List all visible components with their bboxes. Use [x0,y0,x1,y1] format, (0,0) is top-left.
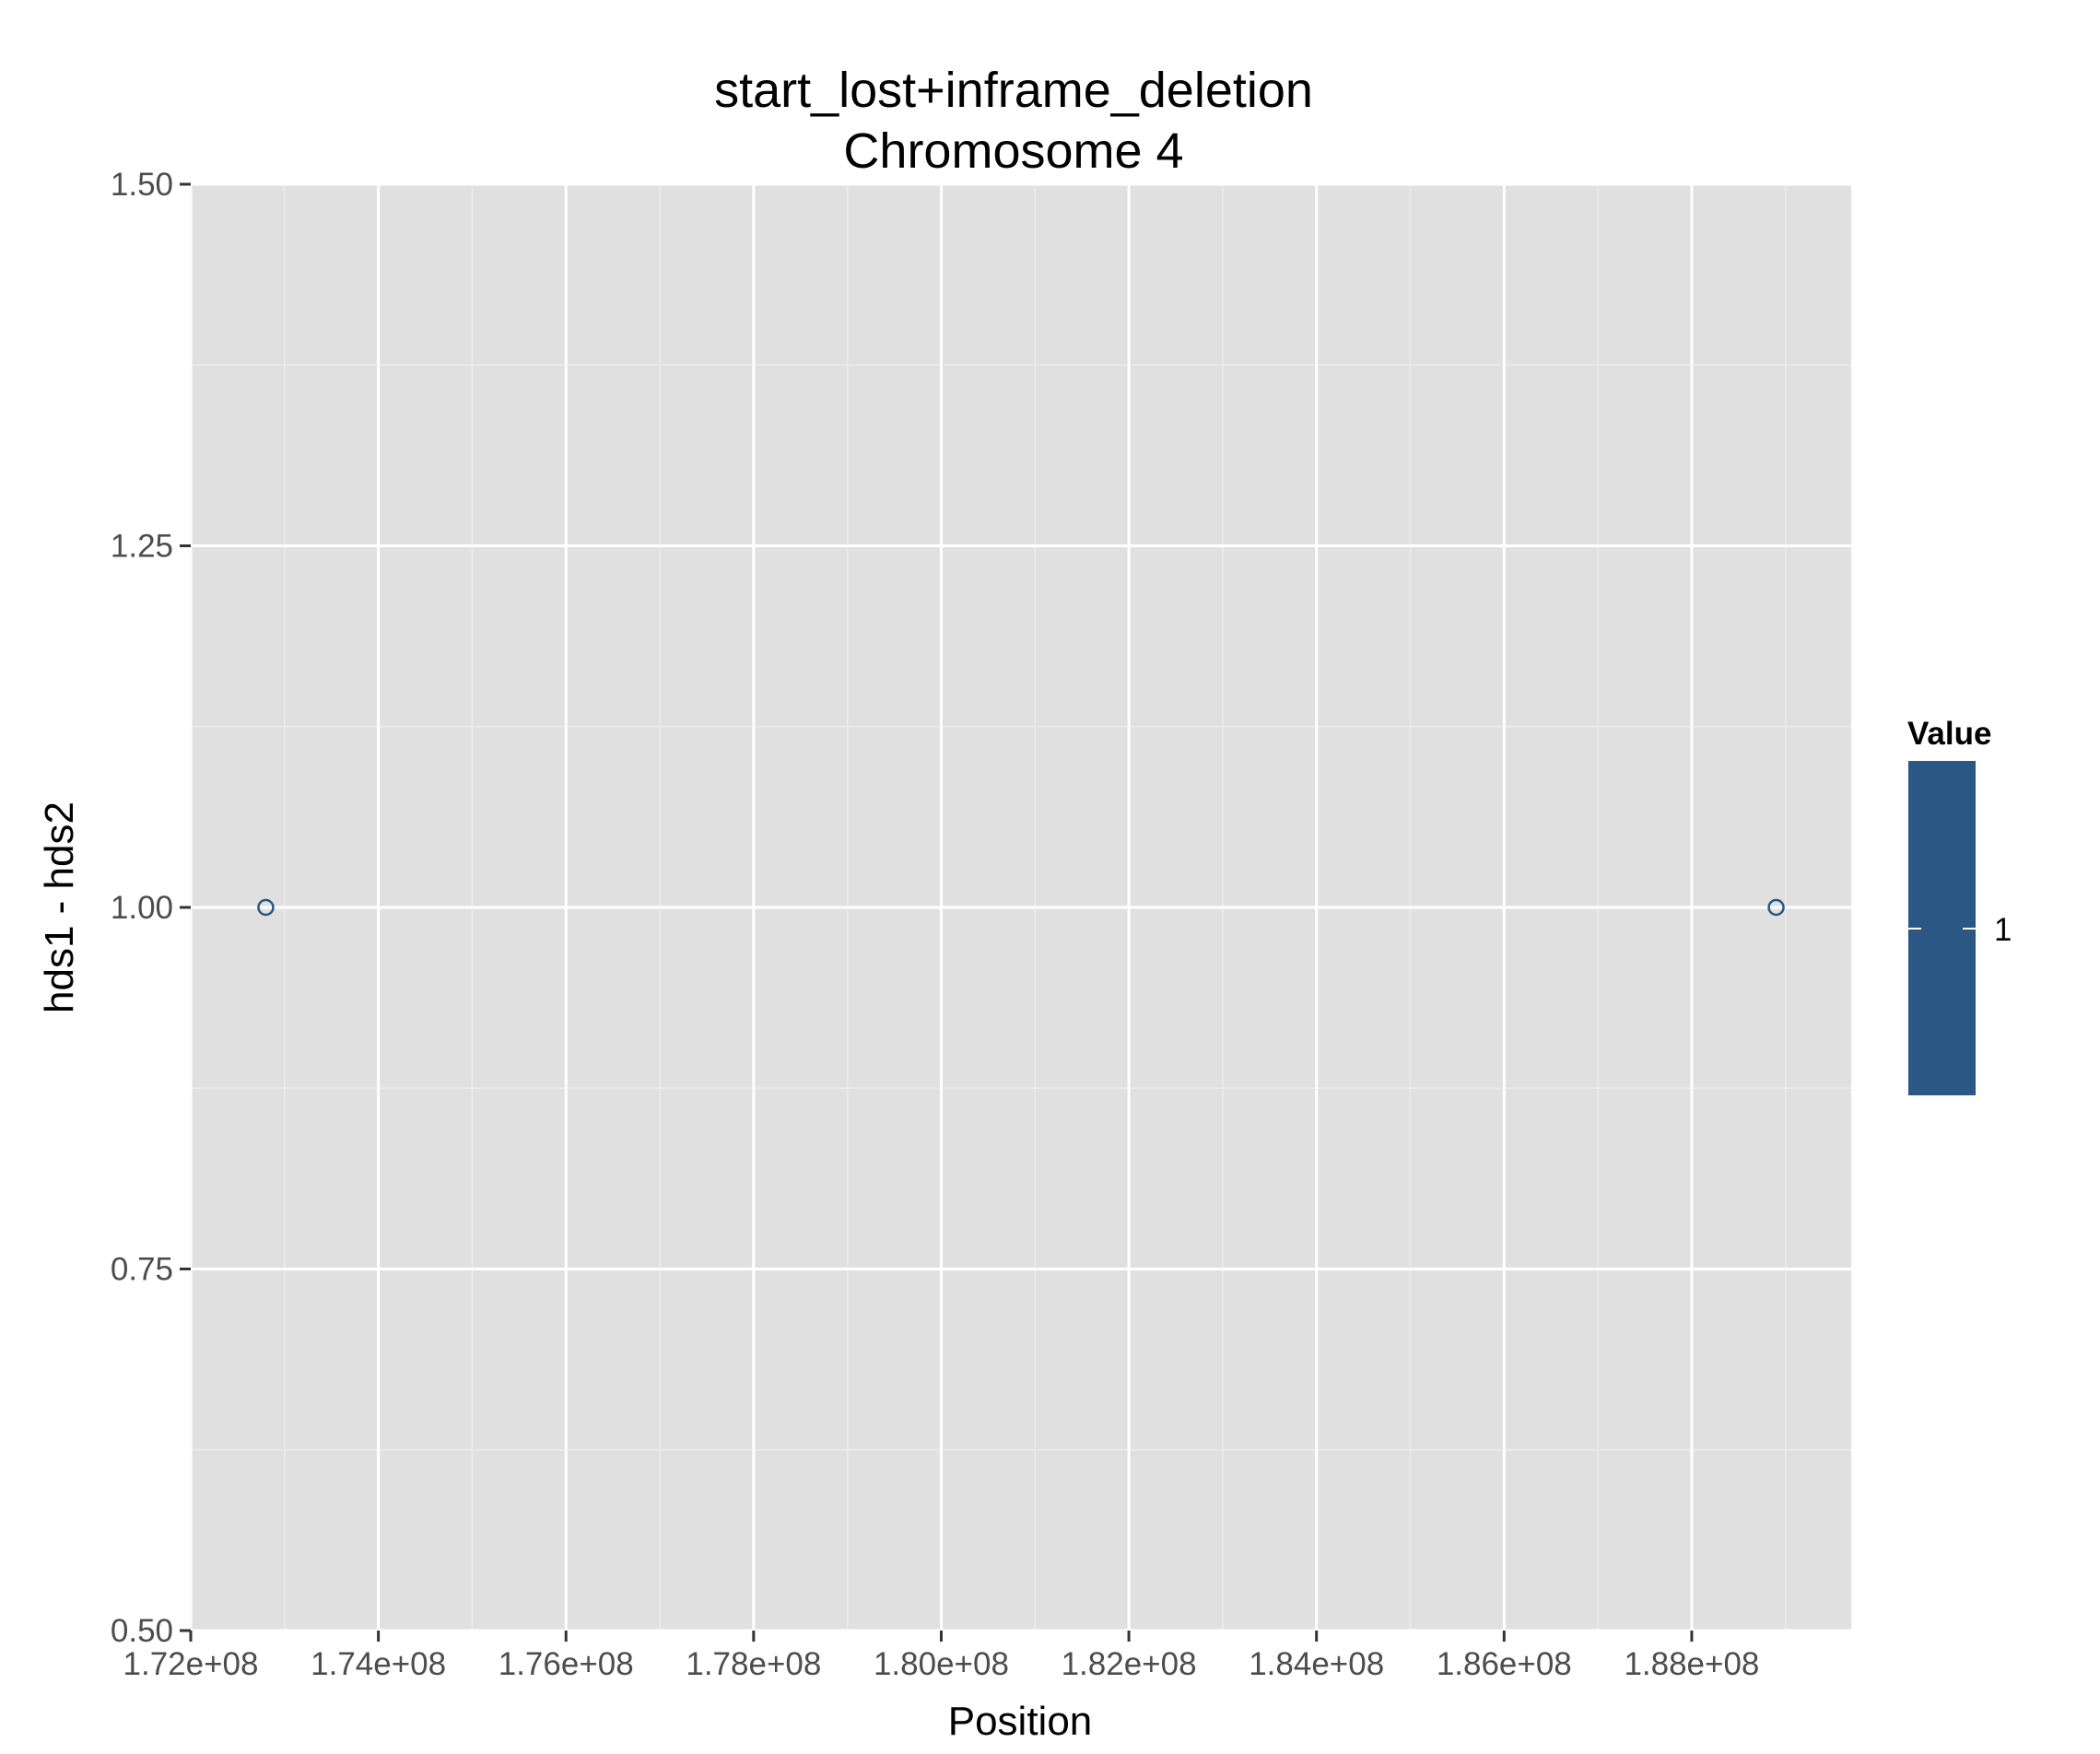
y-axis-title: hds1 - hds2 [37,801,82,1013]
y-axis: 0.50 0.75 1.00 1.25 1.50 [111,167,191,1649]
y-tick-label: 0.50 [111,1613,173,1649]
x-tick-label: 1.78e+08 [686,1646,821,1682]
x-tick-label: 1.88e+08 [1624,1646,1759,1682]
y-tick-label: 0.75 [111,1252,173,1288]
data-point [257,898,275,917]
x-tick-label: 1.82e+08 [1062,1646,1197,1682]
data-point [1767,898,1785,917]
x-tick-label: 1.76e+08 [499,1646,634,1682]
x-tick-label: 1.86e+08 [1437,1646,1572,1682]
x-tick-label: 1.74e+08 [311,1646,446,1682]
y-tick-label: 1.50 [111,167,173,203]
chart-title-line-2: Chromosome 4 [843,123,1183,179]
legend: Value 1 [1907,716,2012,1095]
data-points [257,898,1785,917]
x-tick-label: 1.80e+08 [874,1646,1009,1682]
legend-label: 1 [1994,912,2012,948]
y-tick-label: 1.00 [111,890,173,926]
x-tick-label: 1.72e+08 [123,1646,259,1682]
x-axis: 1.72e+08 1.74e+08 1.76e+08 1.78e+08 1.80e+08… [123,1631,1759,1682]
legend-title: Value [1907,716,1991,752]
x-axis-title: Position [948,1699,1093,1744]
y-tick-label: 1.25 [111,529,173,565]
chart-title-line-1: start_lost+inframe_deletion [714,63,1313,118]
x-tick-label: 1.84e+08 [1249,1646,1384,1682]
